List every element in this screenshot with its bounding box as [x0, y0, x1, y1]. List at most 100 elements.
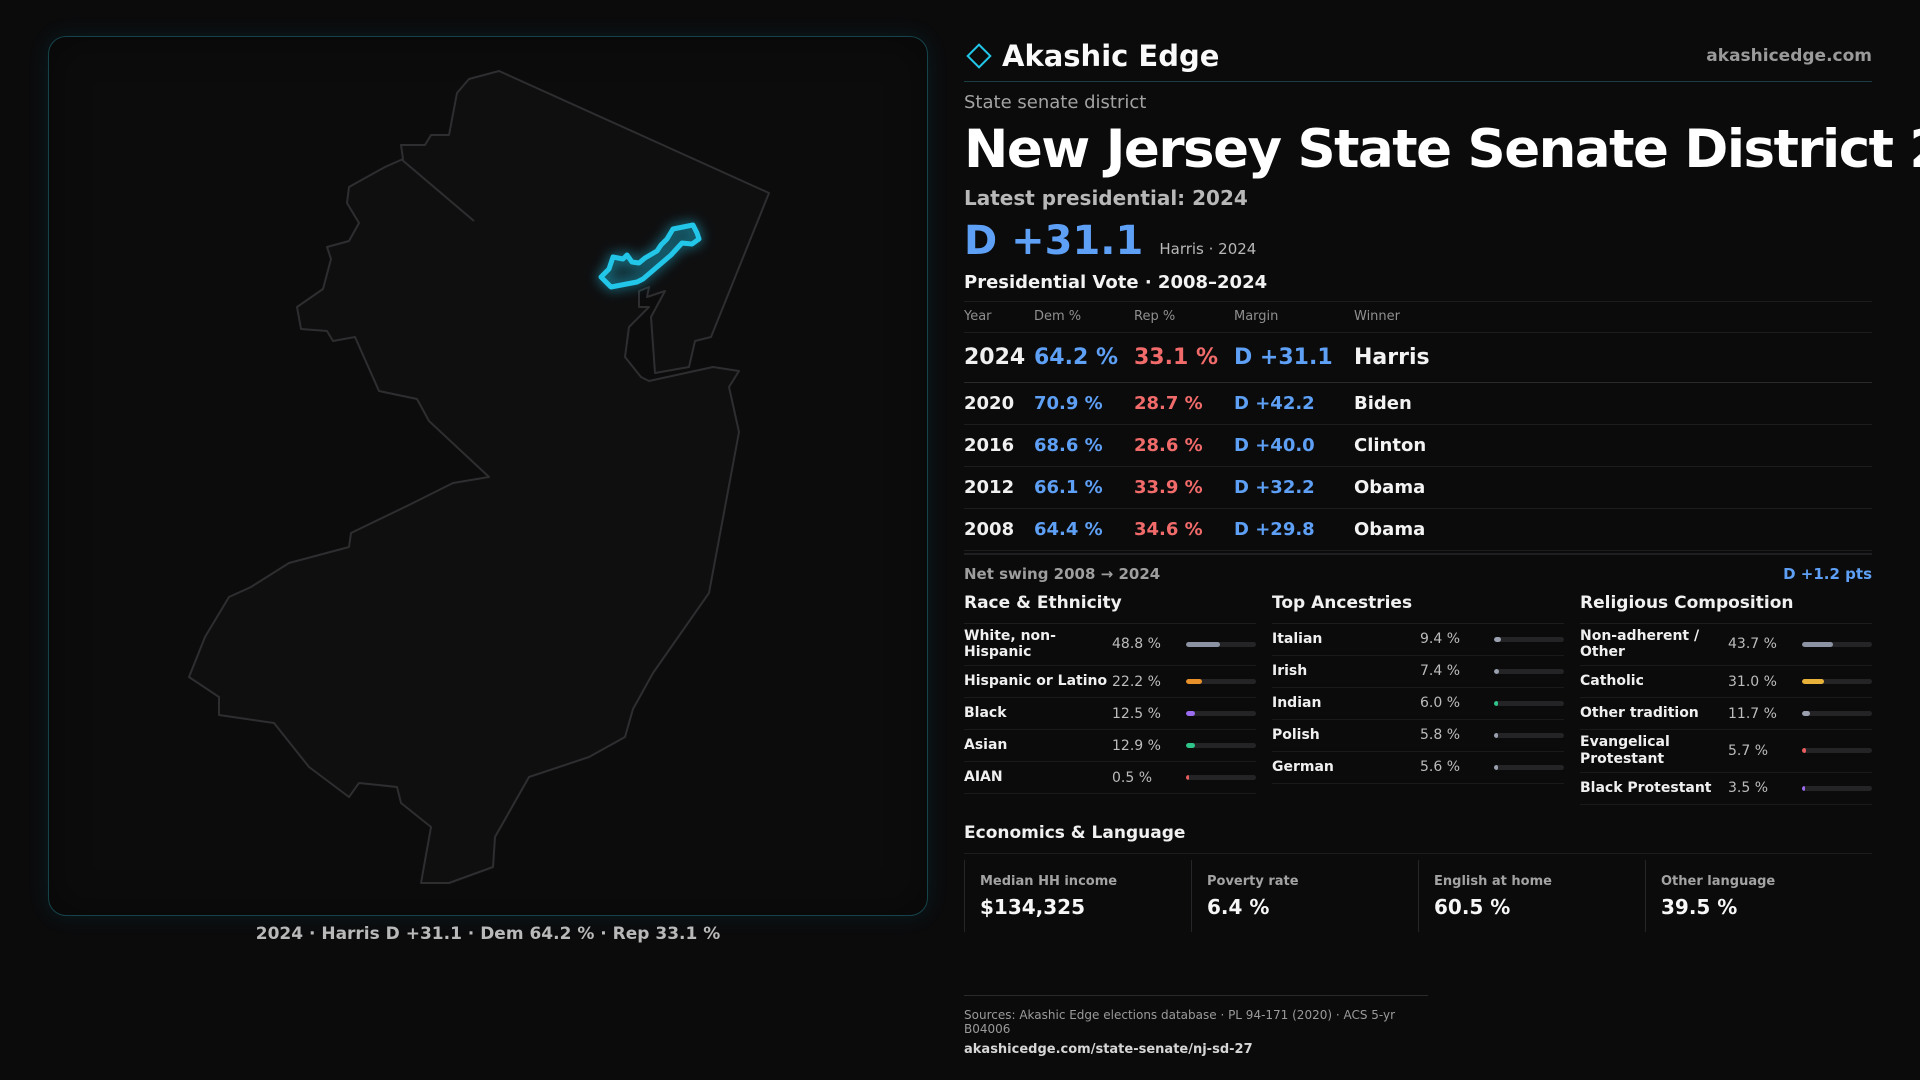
- list-item: Polish 5.8 %: [1272, 720, 1564, 752]
- state-map[interactable]: [49, 37, 929, 917]
- race-title: Race & Ethnicity: [964, 593, 1256, 624]
- row-winner: Obama: [1354, 466, 1872, 509]
- share-bar-fill: [1802, 748, 1806, 754]
- share-bar-fill: [1186, 641, 1221, 647]
- swing-value: D +1.2 pts: [1783, 564, 1872, 583]
- item-value: 9.4 %: [1420, 631, 1461, 647]
- swing-label: Net swing 2008 → 2024: [964, 564, 1161, 583]
- econ-cell-other-language: Other language 39.5 %: [1645, 859, 1872, 932]
- brand[interactable]: Akashic Edge: [964, 39, 1219, 73]
- table-row: 2008 64.4 % 34.6 % D +29.8 Obama: [964, 508, 1872, 551]
- share-bar: [1494, 764, 1564, 770]
- item-label: Non-adherent / Other: [1580, 627, 1700, 661]
- share-bar-fill: [1494, 700, 1499, 706]
- item-label: Black Protestant: [1580, 779, 1712, 796]
- row-year: 2016: [964, 424, 1034, 467]
- list-item: Italian 9.4 %: [1272, 624, 1564, 656]
- share-bar-fill: [1494, 668, 1500, 674]
- table-row: 2020 70.9 % 28.7 % D +42.2 Biden: [964, 382, 1872, 425]
- list-item: Other tradition 11.7 %: [1580, 698, 1872, 731]
- share-bar: [1802, 748, 1872, 754]
- share-bar-fill: [1802, 679, 1824, 685]
- row-winner: Clinton: [1354, 424, 1872, 467]
- econ-label: English at home: [1434, 873, 1552, 889]
- list-item: Black Protestant 3.5 %: [1580, 773, 1872, 805]
- vote-table-title: Presidential Vote · 2008–2024: [964, 272, 1872, 302]
- econ-cell-poverty: Poverty rate 6.4 %: [1191, 859, 1418, 932]
- brand-name: Akashic Edge: [1002, 38, 1220, 73]
- econ-value: $134,325: [980, 894, 1086, 919]
- row-year: 2024: [964, 332, 1034, 383]
- diamond-logo-icon: [966, 42, 992, 69]
- item-value: 12.9 %: [1112, 737, 1161, 754]
- list-item: Indian 6.0 %: [1272, 688, 1564, 720]
- row-dem: 66.1 %: [1034, 466, 1134, 509]
- item-label: White, non-Hispanic: [964, 627, 1056, 661]
- share-bar-fill: [1186, 743, 1196, 749]
- latest-presidential: Latest presidential: 2024: [964, 186, 1248, 210]
- brand-row: Akashic Edge akashicedge.com: [964, 30, 1872, 82]
- share-bar: [1186, 743, 1256, 749]
- religion-section: Religious Composition Non-adherent / Oth…: [1580, 593, 1872, 805]
- religion-list: Non-adherent / Other 43.7 % Catholic 31.0 %…: [1580, 624, 1872, 805]
- item-label: Other tradition: [1580, 705, 1699, 722]
- ancestry-section: Top Ancestries Italian 9.4 % Irish 7.4 % Ind…: [1272, 593, 1564, 805]
- sources-line: Sources: Akashic Edge elections database…: [964, 1008, 1396, 1036]
- item-label: Polish: [1272, 726, 1320, 743]
- row-dem: 68.6 %: [1034, 424, 1134, 467]
- econ-value: 6.4 %: [1207, 894, 1270, 919]
- row-rep: 33.9 %: [1134, 466, 1234, 509]
- col-margin: Margin: [1234, 302, 1354, 333]
- item-value: 0.5 %: [1112, 769, 1153, 786]
- share-bar: [1494, 668, 1564, 674]
- demographics: Race & Ethnicity White, non-Hispanic 48.8…: [964, 593, 1872, 805]
- row-margin: D +32.2: [1234, 466, 1354, 509]
- share-bar: [1802, 641, 1872, 647]
- ancestry-list: Italian 9.4 % Irish 7.4 % Indian 6.0 % Polish 5…: [1272, 624, 1564, 784]
- col-winner: Winner: [1354, 302, 1872, 333]
- col-year: Year: [964, 302, 1034, 333]
- col-rep: Rep %: [1134, 302, 1234, 333]
- share-bar: [1186, 711, 1256, 717]
- econ-value: 39.5 %: [1661, 894, 1738, 919]
- list-item: Evangelical Protestant 5.7 %: [1580, 730, 1872, 773]
- item-label: Catholic: [1580, 673, 1644, 690]
- item-value: 5.7 %: [1728, 742, 1769, 759]
- col-dem: Dem %: [1034, 302, 1134, 333]
- item-value: 5.8 %: [1420, 727, 1461, 743]
- share-bar: [1494, 636, 1564, 642]
- margin-value: D +31.1: [964, 218, 1144, 264]
- page-title: New Jersey State Senate District 27: [964, 119, 1920, 180]
- vote-table: Year Dem % Rep % Margin Winner 2024 64.2…: [964, 302, 1872, 551]
- econ-cell-english: English at home 60.5 %: [1418, 859, 1645, 932]
- econ-value: 60.5 %: [1434, 894, 1511, 919]
- row-year: 2020: [964, 382, 1034, 425]
- district-highlight[interactable]: [598, 222, 702, 290]
- item-value: 22.2 %: [1112, 673, 1161, 690]
- econ-cell-income: Median HH income $134,325: [964, 859, 1191, 932]
- district-kind: State senate district: [964, 92, 1147, 113]
- share-bar: [1802, 711, 1872, 717]
- item-value: 12.5 %: [1112, 705, 1161, 722]
- item-label: AIAN: [964, 769, 1003, 786]
- share-bar: [1186, 641, 1256, 647]
- row-rep: 33.1 %: [1134, 332, 1234, 383]
- list-item: White, non-Hispanic 48.8 %: [964, 624, 1256, 667]
- religion-title: Religious Composition: [1580, 593, 1872, 624]
- economics-title: Economics & Language: [964, 823, 1872, 854]
- state-outline: [188, 70, 770, 884]
- map-panel[interactable]: [48, 36, 928, 916]
- item-value: 7.4 %: [1420, 663, 1461, 679]
- share-bar-fill: [1802, 711, 1811, 717]
- site-link[interactable]: akashicedge.com: [1706, 45, 1872, 66]
- share-bar: [1494, 700, 1564, 706]
- headline-margin: D +31.1 Harris · 2024: [964, 218, 1872, 264]
- item-label: Black: [964, 705, 1007, 722]
- table-row: 2016 68.6 % 28.6 % D +40.0 Clinton: [964, 424, 1872, 467]
- item-label: Irish: [1272, 662, 1308, 679]
- sources-url[interactable]: akashicedge.com/state-senate/nj-sd-27: [964, 1042, 1253, 1057]
- list-item: German 5.6 %: [1272, 752, 1564, 784]
- share-bar: [1802, 785, 1872, 791]
- item-value: 48.8 %: [1112, 636, 1161, 653]
- ancestry-title: Top Ancestries: [1272, 593, 1564, 624]
